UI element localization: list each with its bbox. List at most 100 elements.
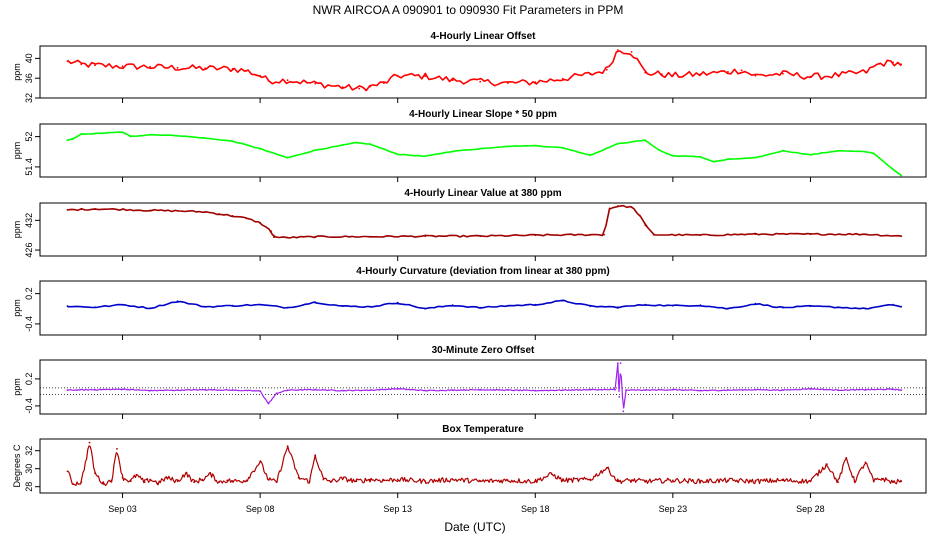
y-axis-label: ppm bbox=[12, 142, 22, 160]
data-point bbox=[589, 478, 592, 481]
data-point bbox=[616, 362, 619, 364]
data-point bbox=[259, 390, 261, 392]
data-point bbox=[809, 75, 812, 78]
data-point bbox=[149, 65, 152, 68]
data-point bbox=[451, 304, 454, 307]
series-line bbox=[67, 445, 902, 487]
data-point bbox=[561, 146, 564, 149]
data-point bbox=[231, 215, 234, 217]
data-point bbox=[286, 306, 289, 309]
data-point bbox=[754, 233, 757, 236]
data-point bbox=[881, 477, 883, 480]
data-point bbox=[424, 389, 427, 392]
data-point bbox=[314, 82, 317, 85]
data-point bbox=[176, 480, 179, 483]
data-point bbox=[561, 389, 564, 391]
data-point bbox=[396, 74, 399, 77]
data-point bbox=[80, 208, 83, 211]
data-point bbox=[245, 69, 248, 72]
data-point bbox=[900, 480, 903, 483]
y-tick-label: -0.4 bbox=[24, 398, 34, 414]
data-point bbox=[358, 87, 361, 90]
data-point bbox=[424, 480, 427, 483]
data-point bbox=[259, 303, 261, 306]
data-point bbox=[94, 64, 96, 67]
data-point bbox=[699, 304, 702, 307]
data-point bbox=[270, 230, 272, 233]
y-axis-label: ppm bbox=[12, 378, 22, 396]
data-point bbox=[286, 156, 289, 159]
data-point bbox=[369, 478, 372, 481]
data-point bbox=[892, 481, 894, 484]
data-point bbox=[782, 306, 784, 309]
data-point bbox=[176, 134, 179, 137]
data-point bbox=[872, 480, 875, 483]
data-point bbox=[66, 139, 69, 142]
data-point bbox=[66, 305, 69, 308]
data-point bbox=[727, 479, 729, 482]
data-point bbox=[143, 481, 146, 484]
data-point bbox=[644, 389, 647, 391]
data-point bbox=[754, 74, 757, 77]
y-tick-label: 40 bbox=[24, 53, 34, 63]
data-point bbox=[809, 305, 812, 308]
y-axis-label: ppm bbox=[12, 299, 22, 317]
data-point bbox=[259, 147, 261, 150]
y-tick-label: 51.4 bbox=[24, 158, 34, 176]
data-point bbox=[116, 448, 118, 450]
data-point bbox=[176, 66, 179, 69]
data-point bbox=[275, 481, 278, 484]
y-axis-label: ppm bbox=[12, 63, 22, 81]
data-point bbox=[479, 80, 482, 83]
data-point bbox=[184, 472, 187, 475]
y-tick-label: 432 bbox=[24, 213, 34, 228]
y-tick-label: 52 bbox=[24, 132, 34, 142]
data-point bbox=[273, 236, 275, 239]
x-tick-label: Sep 23 bbox=[659, 504, 688, 514]
data-point bbox=[94, 306, 96, 309]
data-point bbox=[201, 478, 204, 481]
data-point bbox=[80, 63, 83, 66]
data-point bbox=[699, 73, 702, 76]
data-point bbox=[782, 389, 784, 391]
data-point bbox=[259, 74, 261, 77]
data-point bbox=[204, 211, 207, 213]
data-point bbox=[80, 481, 83, 484]
data-point bbox=[740, 69, 743, 72]
panel-4: 4-Hourly Curvature (deviation from linea… bbox=[12, 266, 927, 340]
data-point bbox=[614, 388, 616, 391]
data-point bbox=[616, 480, 619, 483]
data-point bbox=[699, 155, 702, 158]
data-point bbox=[892, 388, 894, 391]
data-point bbox=[479, 306, 482, 309]
y-axis-label: Degrees C bbox=[12, 444, 22, 488]
data-point bbox=[209, 473, 212, 475]
data-point bbox=[314, 149, 317, 152]
data-point bbox=[355, 141, 358, 144]
data-point bbox=[204, 388, 207, 391]
data-point bbox=[479, 480, 482, 483]
data-point bbox=[550, 473, 553, 475]
y-tick-label: 30 bbox=[24, 464, 34, 474]
data-point bbox=[94, 388, 96, 391]
data-point bbox=[322, 478, 325, 481]
data-point bbox=[451, 79, 454, 82]
data-point bbox=[66, 209, 69, 211]
data-point bbox=[66, 389, 69, 391]
data-point bbox=[66, 60, 69, 63]
data-point bbox=[672, 304, 674, 307]
y-tick-label: 0.2 bbox=[24, 373, 34, 386]
data-point bbox=[506, 389, 509, 391]
data-point bbox=[809, 480, 812, 483]
data-point bbox=[900, 174, 903, 177]
panel-title: 4-Hourly Linear Slope * 50 ppm bbox=[409, 109, 557, 120]
data-point bbox=[864, 233, 867, 236]
data-point bbox=[616, 205, 619, 207]
data-point bbox=[286, 236, 289, 239]
data-point bbox=[754, 480, 757, 483]
data-point bbox=[245, 479, 248, 482]
data-point bbox=[864, 388, 867, 391]
